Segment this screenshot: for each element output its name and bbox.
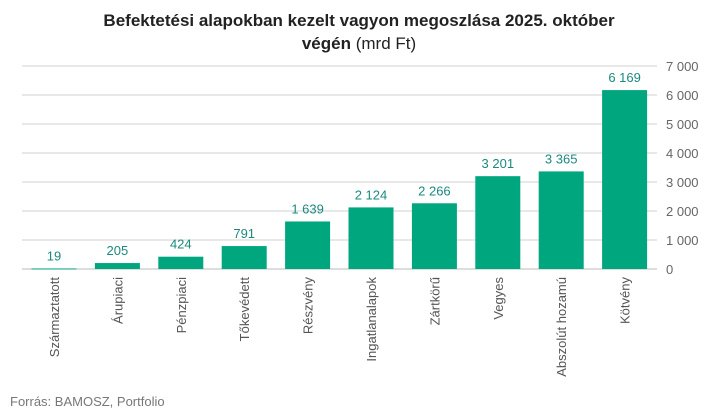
data-label: 6 169 [608,70,641,85]
x-tick-label: Zártkörű [427,277,442,325]
data-label: 3 201 [482,156,515,171]
y-tick-label: 7 000 [666,59,699,74]
bar [602,90,648,269]
data-label: 1 639 [291,201,324,216]
chart-title-bold: végén [302,34,351,53]
source-note: Forrás: BAMOSZ, Portfolio [10,394,165,409]
x-tick-label: Árupiaci [110,277,125,324]
y-tick-label: 3 000 [666,175,699,190]
y-tick-label: 1 000 [666,233,699,248]
bar [475,176,521,269]
x-tick-label: Ingatlanalapok [364,277,379,362]
x-tick-label: Tőkevédett [237,277,252,342]
bar [31,268,77,270]
y-tick-label: 2 000 [666,204,699,219]
data-label: 19 [47,248,61,263]
chart-title-unit: (mrd Ft) [356,34,416,53]
x-tick-label: Kötvény [618,277,633,324]
y-tick-label: 6 000 [666,88,699,103]
x-tick-label: Abszolút hozamú [554,277,569,377]
data-label: 2 266 [418,183,451,198]
data-label: 791 [233,226,255,241]
x-tick-label: Részvény [301,277,316,335]
y-tick-label: 5 000 [666,117,699,132]
bar [94,263,140,269]
chart-title-line1: Befektetési alapokban kezelt vagyon mego… [103,11,615,30]
bar [285,221,331,269]
bar [538,171,584,269]
data-label: 205 [107,243,129,258]
bar [411,203,457,269]
chart-title-line2: végén (mrd Ft) [302,34,416,53]
data-label: 424 [170,237,192,252]
bar [158,256,204,269]
bar [348,207,394,269]
data-label: 3 365 [545,151,578,166]
x-tick-label: Pénzpiaci [174,277,189,333]
x-tick-label: Vegyes [491,277,506,320]
x-tick-label: Származtatott [47,277,62,358]
bar [221,246,267,269]
y-tick-label: 4 000 [666,146,699,161]
data-label: 2 124 [355,187,388,202]
y-tick-label: 0 [666,262,673,277]
